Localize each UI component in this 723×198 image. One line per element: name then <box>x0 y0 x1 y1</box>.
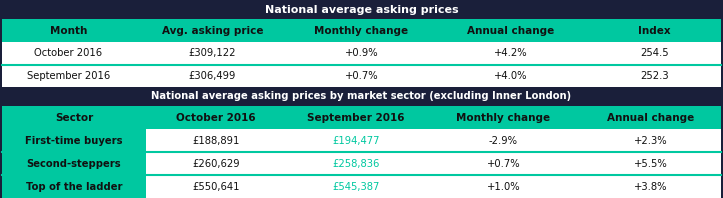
Bar <box>588 65 721 87</box>
Bar <box>2 175 146 198</box>
Bar <box>290 19 433 42</box>
Bar <box>427 129 581 152</box>
Bar <box>588 42 721 65</box>
Bar <box>135 19 290 42</box>
Text: Top of the ladder: Top of the ladder <box>25 182 122 191</box>
Bar <box>286 106 427 129</box>
Text: +0.7%: +0.7% <box>487 159 521 168</box>
Text: +3.8%: +3.8% <box>634 182 667 191</box>
Bar <box>427 175 581 198</box>
Bar <box>2 65 135 87</box>
Text: Second-steppers: Second-steppers <box>27 159 121 168</box>
Text: September 2016: September 2016 <box>27 70 110 81</box>
Bar <box>588 19 721 42</box>
Bar <box>433 65 588 87</box>
Bar <box>286 152 427 175</box>
Bar <box>427 152 581 175</box>
Bar <box>290 42 433 65</box>
Bar <box>433 19 588 42</box>
Text: Annual change: Annual change <box>607 112 695 123</box>
Text: Index: Index <box>638 26 671 36</box>
Text: +5.5%: +5.5% <box>634 159 668 168</box>
Bar <box>581 175 721 198</box>
Bar <box>2 87 721 106</box>
Bar <box>146 152 286 175</box>
Bar <box>2 0 721 19</box>
Text: £258,836: £258,836 <box>333 159 380 168</box>
Bar <box>146 129 286 152</box>
Text: 252.3: 252.3 <box>640 70 669 81</box>
Text: Sector: Sector <box>55 112 93 123</box>
Text: Monthly change: Monthly change <box>315 26 408 36</box>
Text: Monthly change: Monthly change <box>456 112 551 123</box>
Text: £260,629: £260,629 <box>192 159 240 168</box>
Bar <box>2 42 135 65</box>
Bar <box>2 152 146 175</box>
Text: National average asking prices: National average asking prices <box>265 5 458 15</box>
Text: £306,499: £306,499 <box>189 70 236 81</box>
Text: £545,387: £545,387 <box>333 182 380 191</box>
Bar <box>286 129 427 152</box>
Bar <box>581 152 721 175</box>
Text: +4.0%: +4.0% <box>494 70 528 81</box>
Text: +0.7%: +0.7% <box>345 70 378 81</box>
Text: Annual change: Annual change <box>467 26 555 36</box>
Bar <box>427 106 581 129</box>
Text: National average asking prices by market sector (excluding Inner London): National average asking prices by market… <box>151 91 572 101</box>
Text: Avg. asking price: Avg. asking price <box>161 26 263 36</box>
Text: -2.9%: -2.9% <box>489 136 518 146</box>
Text: September 2016: September 2016 <box>307 112 405 123</box>
Text: October 2016: October 2016 <box>176 112 256 123</box>
Text: £550,641: £550,641 <box>192 182 239 191</box>
Bar <box>286 175 427 198</box>
Bar <box>290 65 433 87</box>
Bar <box>135 65 290 87</box>
Text: £194,477: £194,477 <box>333 136 380 146</box>
Text: +1.0%: +1.0% <box>487 182 521 191</box>
Text: 254.5: 254.5 <box>640 49 669 58</box>
Text: First-time buyers: First-time buyers <box>25 136 123 146</box>
Text: £188,891: £188,891 <box>192 136 239 146</box>
Bar <box>581 129 721 152</box>
Text: +4.2%: +4.2% <box>494 49 528 58</box>
Text: +0.9%: +0.9% <box>345 49 378 58</box>
Bar <box>433 42 588 65</box>
Text: Month: Month <box>50 26 87 36</box>
Bar <box>2 106 146 129</box>
Bar <box>2 129 146 152</box>
Text: October 2016: October 2016 <box>35 49 103 58</box>
Bar <box>146 106 286 129</box>
Text: +2.3%: +2.3% <box>634 136 668 146</box>
Text: £309,122: £309,122 <box>189 49 236 58</box>
Bar <box>146 175 286 198</box>
Bar <box>2 19 135 42</box>
Bar <box>135 42 290 65</box>
Bar <box>581 106 721 129</box>
